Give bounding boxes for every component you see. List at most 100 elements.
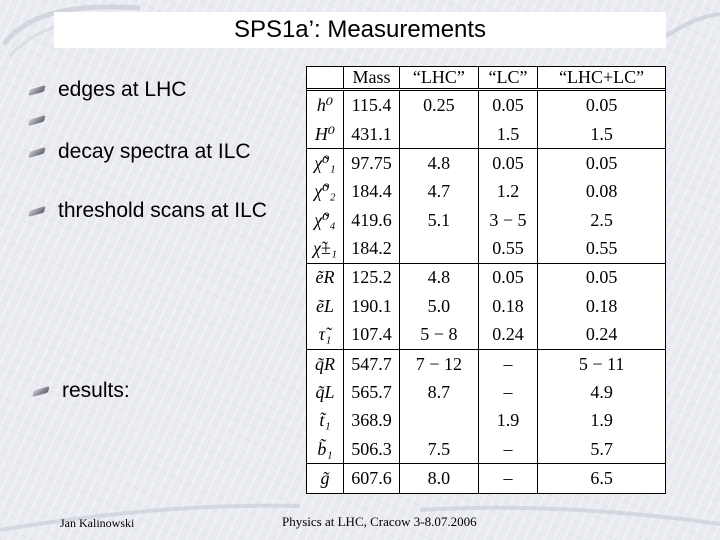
lhc-cell: 5.1 [399,206,479,235]
lhc-lc-cell: 0.05 [585,267,618,288]
lhc-cell: 5 − 8 [399,320,479,350]
lhc-lc-cell: 0.05 [585,94,618,115]
mass-cell: 431.1 [343,119,400,150]
mass-cell: 97.75 [343,148,400,178]
lhc-cell: 5.0 [399,292,479,321]
bullet-item: results: [32,379,130,403]
particle-symbol: τ̃₁ [307,320,344,350]
lc-cell: 0.05 [478,148,539,178]
lhc-cell [399,234,479,264]
bullet-item: edges at LHC [28,78,186,102]
table-row: t̃₁ 368.9 1.9 1.9 [307,406,665,435]
mass-cell: 547.7 [343,349,400,379]
results-table: Mass “LHC” “LC” “LHC+LC” h⁰ 115.4 0.25 0.05… [306,66,666,494]
lhc-cell: 8.0 [399,463,479,493]
lhc-cell: 7 − 12 [399,349,479,379]
particle-symbol: χ̃⁰₂ [307,177,344,206]
bullet-icon [32,385,50,397]
lhc-lc-cell: 5.7 [537,434,665,465]
table-row: q̃R 547.7 7 − 12– 5 − 11 [307,349,665,379]
table-row: χ̃⁰₁ 97.75 4.8 0.05 0.05 [307,148,665,178]
decorative-swoosh [0,503,720,532]
lhc-cell: 4.8 [399,263,479,293]
table-row: τ̃₁ 107.4 5 − 8 0.24 0.24 [307,320,665,350]
lhc-cell [399,119,479,150]
lhc-cell [399,406,479,435]
particle-symbol: q̃L [307,378,344,407]
bullet-icon [28,84,46,96]
lhc-cell: 8.7 [399,378,479,407]
lc-cell: 0.24 [478,320,539,350]
particle-symbol: b̃₁ [307,434,344,465]
lhc-cell: 0.25 [399,89,479,120]
lhc-lc-cell: 0.18 [585,295,618,316]
bullet-item: decay spectra at ILC [28,140,251,164]
table-row: b̃₁ 506.3 7.5–5.7 [307,434,665,465]
mass-cell: 184.4 [343,177,400,206]
particle-symbol: h⁰ [307,89,344,120]
particle-symbol: χ̃⁰₁ [307,148,344,178]
mass-cell: 419.6 [343,206,400,235]
lc-cell: – [478,349,539,379]
footer-event: Physics at LHC, Cracow 3-8.07.2006 [282,514,477,529]
lc-cell: – [478,463,539,493]
bullet-item: threshold scans at ILC [28,199,267,223]
lhc-lc-cell: 0.55 [537,234,665,264]
header-cell [307,67,344,91]
table-row: h⁰ 115.4 0.25 0.05 0.05 [307,89,665,120]
header-cell: Mass [343,67,400,91]
lhc-lc-cell: 0.05 [585,152,618,173]
bullet-icon [28,205,46,217]
mass-cell: 506.3 [343,434,400,465]
header-cell: “LHC” [399,67,479,91]
lhc-lc-cell: 6.5 [590,468,613,489]
lc-cell: 0.05 [478,89,539,120]
lc-cell: 0.05 [478,263,539,293]
particle-symbol: t̃₁ [307,406,344,435]
lc-cell: 1.9 [478,406,539,435]
mass-cell: 107.4 [343,320,400,350]
lhc-lc-cell: 2.5 [590,209,613,230]
table-row: q̃L 565.7 8.7– 4.9 [307,378,665,407]
slide-title: SPS1a’: Measurements [54,12,666,48]
table-row: χ̃⁰₄ 419.6 5.1 3 − 5 2.5 [307,206,665,235]
lc-cell: 0.18 [478,292,539,321]
lhc-cell: 4.8 [399,148,479,178]
lhc-cell: 7.5 [399,434,479,465]
particle-symbol: χ̃⁰₄ [307,206,344,235]
mass-cell: 184.2 [343,234,400,264]
mass-cell: 565.7 [343,378,400,407]
mass-cell: 115.4 [343,89,400,120]
mass-cell: 190.1 [343,292,400,321]
particle-symbol: H⁰ [307,119,344,150]
lhc-lc-cell: 5 − 11 [578,353,625,374]
table-row: χ̃⁰₂ 184.4 4.7 1.2 0.08 [307,177,665,206]
particle-symbol: χ̃±₁ [307,234,344,264]
mass-cell: 607.6 [343,463,400,493]
lc-cell: 0.55 [478,234,539,264]
table-header-row: Mass “LHC” “LC” “LHC+LC” [307,67,665,91]
mass-cell: 125.2 [343,263,400,293]
header-cell: “LHC+LC” [537,67,665,91]
lc-cell: – [478,378,539,407]
mass-cell: 368.9 [343,406,400,435]
lc-cell: – [478,434,539,465]
lc-cell: 3 − 5 [478,206,539,235]
particle-symbol: g̃ [307,463,344,493]
lhc-cell: 4.7 [399,177,479,206]
lhc-lc-cell: 0.24 [537,320,665,350]
lc-cell: 1.2 [478,177,539,206]
lhc-lc-cell: 0.08 [585,181,618,202]
lhc-lc-cell: 4.9 [590,382,613,403]
header-cell: “LC” [478,67,539,91]
table-row: χ̃±₁ 184.2 0.55 0.55 [307,234,665,264]
bullet-icon [28,146,46,158]
lc-cell: 1.5 [478,119,539,150]
table-row: ẽR 125.2 4.8 0.05 0.05 [307,263,665,293]
lhc-lc-cell: 1.9 [590,410,613,431]
table-row: g̃ 607.6 8.0– 6.5 [307,463,665,493]
table-row: ẽL 190.1 5.0 0.18 0.18 [307,292,665,321]
particle-symbol: ẽL [307,292,344,321]
particle-symbol: q̃R [307,349,344,379]
bullet-item [28,114,58,126]
